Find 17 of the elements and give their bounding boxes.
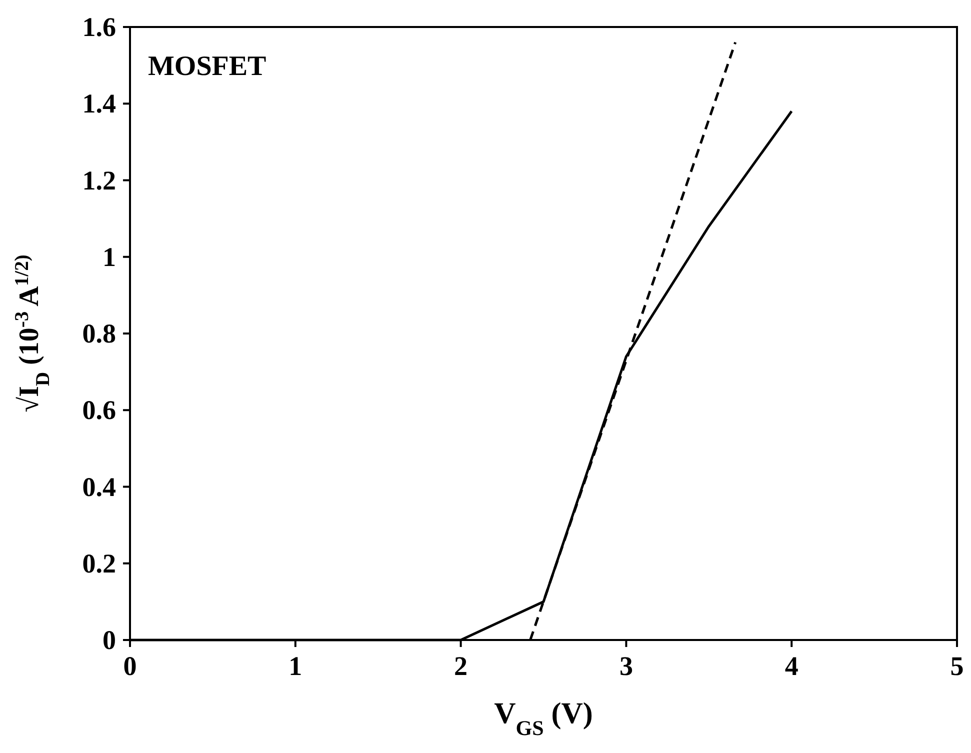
y-tick-label: 1: [102, 242, 116, 272]
y-tick-label: 1.2: [82, 165, 116, 196]
x-tick-label: 2: [454, 651, 468, 681]
y-tick-label: 1.4: [82, 88, 116, 119]
y-tick-label: 1.6: [82, 12, 116, 42]
y-tick-label: 0.4: [82, 472, 116, 502]
y-tick-label: 0.8: [82, 318, 116, 348]
x-tick-label: 4: [784, 651, 798, 681]
y-tick-label: 0.2: [82, 548, 116, 578]
x-tick-label: 5: [950, 651, 964, 681]
annotation: MOSFET: [148, 51, 267, 82]
y-tick-label: 0.6: [82, 395, 116, 426]
x-tick-label: 1: [288, 651, 302, 681]
x-tick-label: 3: [619, 651, 633, 681]
y-tick-label: 0: [102, 625, 116, 655]
x-tick-label: 0: [123, 651, 137, 681]
x-axis-title: V$_{GS}$ (V): [494, 697, 593, 740]
